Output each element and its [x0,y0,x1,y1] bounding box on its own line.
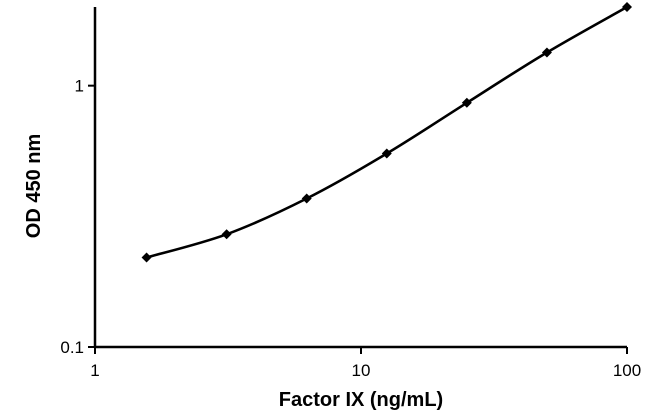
data-point-marker [301,193,312,204]
data-point-marker [461,97,472,108]
data-point-marker [221,229,232,240]
series-layer [141,2,632,263]
y-axis-title: OD 450 nm [23,134,45,238]
x-tick-label: 1 [90,361,99,380]
data-point-marker [141,252,152,263]
x-axis-title: Factor IX (ng/mL) [279,389,443,411]
data-point-marker [381,148,392,159]
y-ticks: 0.11 [60,77,95,357]
y-tick-label: 1 [75,77,84,96]
y-tick-label: 0.1 [60,338,84,357]
data-point-marker [622,2,632,12]
data-point-marker [541,47,552,58]
x-tick-label: 10 [352,361,371,380]
x-tick-label: 100 [613,361,641,380]
series-line [146,5,628,259]
x-ticks: 1 10 100 [90,347,641,380]
